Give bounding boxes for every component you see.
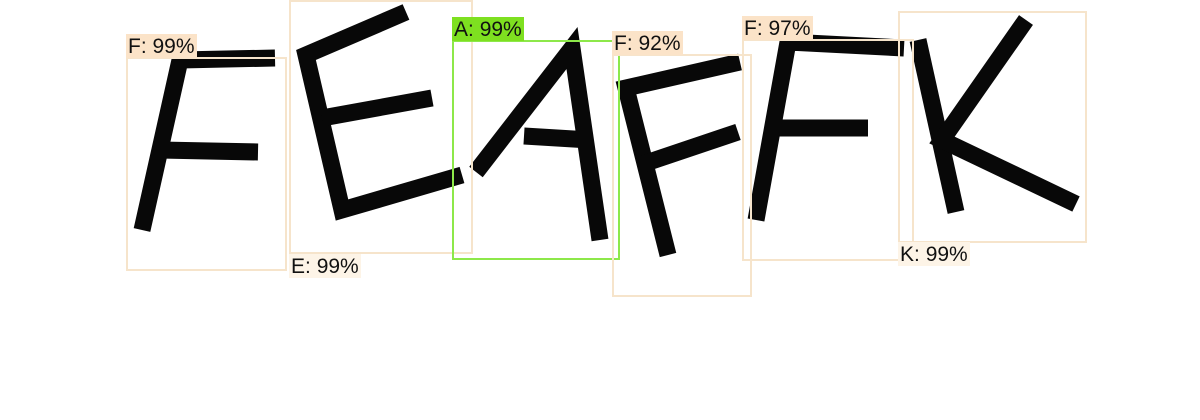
label-letter: F: [128, 35, 141, 58]
glyph-a: [469, 26, 609, 242]
glyph-f-2: [615, 53, 742, 258]
label-score: 99%: [925, 243, 968, 266]
detection-label-f-3: F: 97%: [742, 16, 813, 40]
detection-box-f-1: [126, 57, 287, 271]
glyph-f-3: [747, 33, 905, 222]
detection-label-a: A: 99%: [452, 17, 524, 41]
detection-label-f-1: F: 99%: [126, 34, 197, 58]
label-score: 97%: [768, 17, 811, 40]
label-score: 99%: [316, 255, 359, 278]
detection-box-f-2: [612, 54, 752, 297]
detection-label-e: E: 99%: [289, 254, 361, 278]
label-letter: F: [744, 17, 757, 40]
detection-box-a: [452, 40, 620, 260]
detection-box-f-3: [742, 39, 914, 261]
label-score: 99%: [479, 18, 522, 41]
glyph-k: [909, 15, 1080, 214]
detection-box-k: [898, 11, 1087, 243]
label-score: 92%: [638, 32, 681, 55]
detection-label-k: K: 99%: [898, 242, 970, 266]
glyph-e: [296, 4, 465, 221]
label-score: 99%: [152, 35, 195, 58]
detection-label-f-2: F: 92%: [612, 31, 683, 55]
label-letter: E: [291, 255, 306, 278]
detection-box-e: [289, 0, 473, 254]
label-letter: A: [454, 18, 469, 41]
label-letter: K: [900, 243, 915, 266]
label-letter: F: [614, 32, 627, 55]
